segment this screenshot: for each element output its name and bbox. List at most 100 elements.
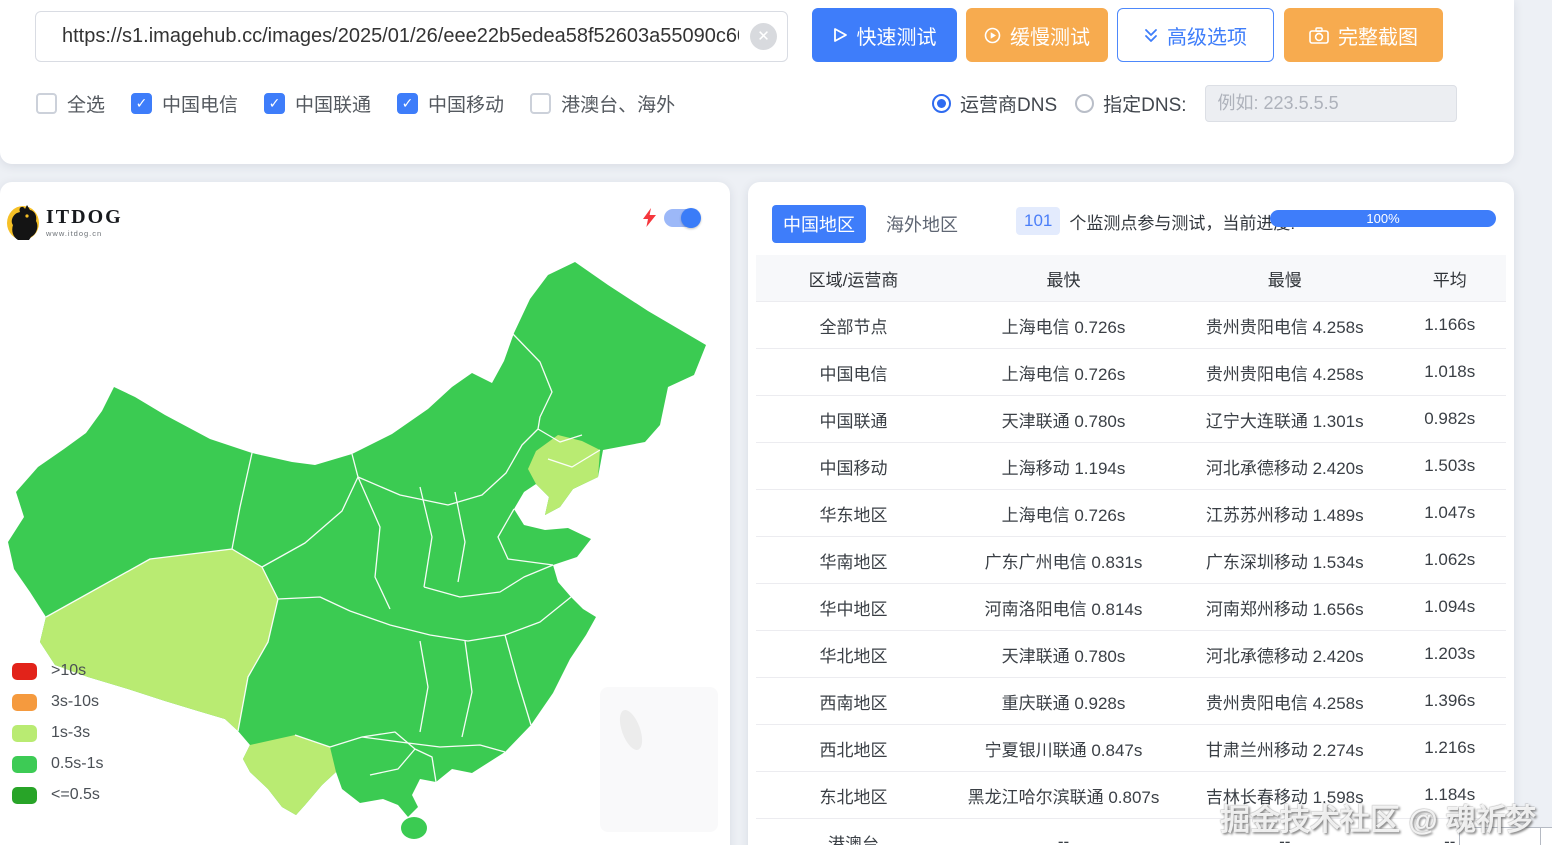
- legend-swatch-orange: [12, 693, 37, 711]
- table-row: 华北地区 天津联通 0.780s 河北承德移动 2.420s 1.203s: [756, 630, 1506, 677]
- legend-swatch-green: [12, 755, 37, 773]
- map-region-liaoning: [528, 435, 600, 515]
- table-row: 港澳台 -- -- --: [756, 818, 1506, 845]
- cell-region: 东北地区: [819, 787, 888, 807]
- table-row: 全部节点 上海电信 0.726s 贵州贵阳电信 4.258s 1.166s: [756, 301, 1506, 348]
- results-table: 区域/运营商 最快 最慢 平均 全部节点 上海电信 0.726s 贵州贵阳电信 …: [756, 255, 1506, 845]
- cell-region: 全部节点: [819, 317, 888, 337]
- cell-slowest: --: [1279, 832, 1291, 845]
- checkbox-label: 全选: [67, 94, 106, 116]
- cell-average: 1.062s: [1424, 550, 1476, 569]
- table-row: 中国移动 上海移动 1.194s 河北承德移动 2.420s 1.503s: [756, 442, 1506, 489]
- full-screenshot-label: 完整截图: [1338, 26, 1418, 49]
- cell-average: 1.018s: [1424, 362, 1476, 381]
- slow-test-button[interactable]: 缓慢测试: [966, 8, 1108, 62]
- clear-url-icon[interactable]: ✕: [750, 23, 777, 50]
- cell-average: 1.047s: [1424, 503, 1476, 522]
- checkbox-label: 中国电信: [162, 94, 239, 116]
- header-fastest: 最快: [1046, 270, 1081, 290]
- cell-fastest: 宁夏银川联通 0.847s: [984, 740, 1143, 760]
- table-row: 中国联通 天津联通 0.780s 辽宁大连联通 1.301s 0.982s: [756, 395, 1506, 442]
- legend-label: <=0.5s: [51, 786, 100, 803]
- cell-slowest: 贵州贵阳电信 4.258s: [1205, 317, 1364, 337]
- quick-test-button[interactable]: 快速测试: [812, 8, 957, 62]
- cell-region: 西北地区: [819, 740, 888, 760]
- map-faint-blob: [600, 687, 718, 832]
- cell-fastest: 上海移动 1.194s: [1001, 458, 1126, 478]
- legend-swatch-dark-green: [12, 786, 37, 804]
- map-tools: [643, 207, 701, 228]
- logo-title: ITDOG: [46, 205, 123, 228]
- realtime-toggle[interactable]: [664, 207, 701, 228]
- carrier-checkbox-row: 全选 ✓ 中国电信 ✓ 中国联通 ✓ 中国移动 港澳台、海外: [36, 86, 675, 120]
- checkbox-label: 港澳台、海外: [561, 94, 676, 116]
- cell-region: 中国移动: [819, 458, 888, 478]
- legend-item: 0.5s-1s: [12, 755, 103, 773]
- checkbox-china-unicom[interactable]: ✓ 中国联通: [264, 90, 371, 117]
- cell-slowest: 江苏苏州移动 1.489s: [1205, 505, 1364, 525]
- custom-dns-input[interactable]: [1204, 84, 1457, 122]
- cell-fastest: 广东广州电信 0.831s: [984, 552, 1143, 572]
- itdog-logo: ITDOG www.itdog.cn: [6, 202, 123, 242]
- radio-dot: [1075, 93, 1095, 113]
- legend-swatch-light-green: [12, 724, 37, 742]
- table-row: 西北地区 宁夏银川联通 0.847s 甘肃兰州移动 2.274s 1.216s: [756, 724, 1506, 771]
- cell-average: 1.203s: [1424, 644, 1476, 663]
- legend-item: 3s-10s: [12, 693, 103, 711]
- cell-fastest: --: [1057, 832, 1070, 845]
- legend-label: >10s: [51, 662, 87, 679]
- tab-overseas-region[interactable]: 海外地区: [886, 215, 958, 235]
- cell-average: 0.982s: [1424, 409, 1476, 428]
- cell-slowest: 辽宁大连联通 1.301s: [1205, 411, 1364, 431]
- play-icon: [833, 28, 847, 42]
- quick-test-label: 快速测试: [856, 26, 937, 49]
- checkbox-china-telecom[interactable]: ✓ 中国电信: [131, 90, 238, 117]
- radio-custom-dns[interactable]: 指定DNS:: [1075, 90, 1187, 117]
- checkbox-china-mobile[interactable]: ✓ 中国移动: [397, 90, 504, 117]
- advanced-options-button[interactable]: 高级选项: [1117, 8, 1274, 62]
- cell-slowest: 贵州贵阳电信 4.258s: [1205, 693, 1364, 713]
- cell-fastest: 黑龙江哈尔滨联通 0.807s: [967, 787, 1160, 807]
- cell-slowest: 河南郑州移动 1.656s: [1205, 599, 1364, 619]
- cell-fastest: 天津联通 0.780s: [1001, 411, 1126, 431]
- floating-corner-widget[interactable]: [1459, 827, 1552, 845]
- cell-region: 华南地区: [819, 552, 888, 572]
- map-region-hainan: [401, 817, 427, 839]
- cell-fastest: 上海电信 0.726s: [1001, 317, 1126, 337]
- map-region-yunnan: [243, 735, 336, 815]
- logo-subtitle: www.itdog.cn: [46, 228, 103, 238]
- url-input[interactable]: [35, 11, 788, 62]
- cell-fastest: 上海电信 0.726s: [1001, 364, 1126, 384]
- cell-region: 港澳台: [828, 834, 879, 845]
- cell-slowest: 河北承德移动 2.420s: [1205, 458, 1364, 478]
- lightning-icon: [643, 208, 656, 227]
- checkbox-check-icon: ✓: [397, 92, 419, 114]
- table-header-row: 区域/运营商 最快 最慢 平均: [756, 255, 1506, 301]
- map-region-taiwan: [619, 710, 643, 750]
- results-card: 中国地区 海外地区 101 个监测点参与测试，当前进度: 100% 区域/运营商…: [748, 182, 1514, 845]
- tab-china-region[interactable]: 中国地区: [772, 205, 866, 243]
- cell-average: 1.184s: [1424, 785, 1476, 804]
- checkbox-hmt-overseas[interactable]: 港澳台、海外: [530, 90, 675, 117]
- legend-item: >10s: [12, 662, 103, 680]
- china-map[interactable]: [0, 237, 730, 845]
- cell-slowest: 河北承德移动 2.420s: [1205, 646, 1364, 666]
- itdog-dog-icon: [7, 205, 39, 240]
- cell-slowest: 甘肃兰州移动 2.274s: [1205, 740, 1364, 760]
- radio-carrier-dns[interactable]: 运营商DNS: [932, 90, 1057, 117]
- checkbox-box: [530, 92, 552, 114]
- cell-region: 华东地区: [819, 505, 888, 525]
- checkbox-select-all[interactable]: 全选: [36, 90, 105, 117]
- slow-play-icon: [984, 27, 1001, 43]
- map-legend: >10s 3s-10s 1s-3s 0.5s-1s <=0.5s: [12, 662, 103, 804]
- toolbar-card: ✕ 快速测试 缓慢测试 高级选项 完整截图 全选 ✓: [0, 0, 1514, 164]
- cell-slowest: 吉林长春移动 1.598s: [1205, 787, 1364, 807]
- legend-label: 0.5s-1s: [51, 755, 104, 772]
- checkbox-check-icon: ✓: [264, 92, 286, 114]
- cell-average: --: [1444, 832, 1456, 845]
- cell-slowest: 广东深圳移动 1.534s: [1205, 552, 1364, 572]
- checkbox-check-icon: ✓: [131, 92, 153, 114]
- legend-item: 1s-3s: [12, 724, 103, 742]
- cell-fastest: 天津联通 0.780s: [1001, 646, 1126, 666]
- full-screenshot-button[interactable]: 完整截图: [1284, 8, 1443, 62]
